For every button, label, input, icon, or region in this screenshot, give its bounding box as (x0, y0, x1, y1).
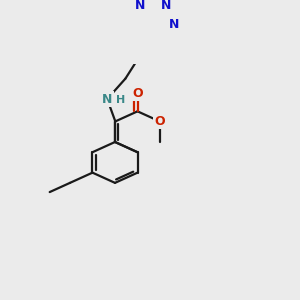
Text: N: N (134, 0, 145, 12)
Text: N: N (102, 93, 112, 106)
Text: O: O (155, 115, 165, 128)
Text: N: N (169, 18, 179, 31)
Text: H: H (116, 95, 125, 105)
Text: O: O (132, 87, 143, 100)
Text: N: N (160, 0, 171, 12)
